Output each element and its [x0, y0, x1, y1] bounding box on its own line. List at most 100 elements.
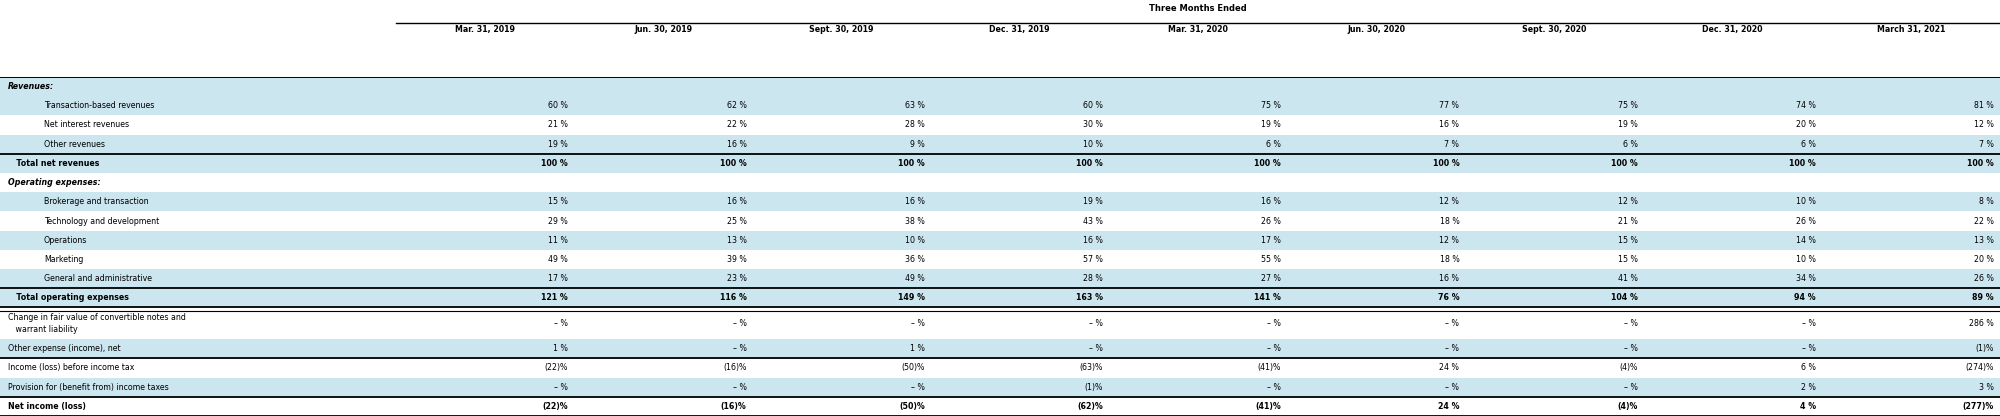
Text: Provision for (benefit from) income taxes: Provision for (benefit from) income taxe…	[8, 383, 168, 392]
Text: 6 %: 6 %	[1800, 364, 1816, 372]
Bar	[0, 358, 2000, 378]
Text: 104 %: 104 %	[1610, 293, 1638, 302]
Bar	[0, 288, 2000, 307]
Bar	[0, 211, 2000, 230]
Text: 100 %: 100 %	[1254, 159, 1282, 168]
Text: 11 %: 11 %	[548, 236, 568, 245]
Text: 75 %: 75 %	[1618, 101, 1638, 110]
Text: 19 %: 19 %	[1084, 197, 1102, 206]
Text: Sept. 30, 2019: Sept. 30, 2019	[810, 25, 874, 34]
Text: (4)%: (4)%	[1618, 402, 1638, 411]
Text: 18 %: 18 %	[1440, 216, 1460, 225]
Text: Dec. 31, 2019: Dec. 31, 2019	[990, 25, 1050, 34]
Text: 17 %: 17 %	[1262, 236, 1282, 245]
Text: 16 %: 16 %	[1440, 274, 1460, 283]
Text: 43 %: 43 %	[1084, 216, 1102, 225]
Text: 26 %: 26 %	[1262, 216, 1282, 225]
Text: (41)%: (41)%	[1258, 364, 1282, 372]
Text: 100 %: 100 %	[1610, 159, 1638, 168]
Text: Total operating expenses: Total operating expenses	[8, 293, 128, 302]
Text: 24 %: 24 %	[1440, 364, 1460, 372]
Text: Net income (loss): Net income (loss)	[8, 402, 86, 411]
Text: (4)%: (4)%	[1620, 364, 1638, 372]
Text: 22 %: 22 %	[726, 121, 746, 129]
Text: (62)%: (62)%	[1078, 402, 1102, 411]
Text: 26 %: 26 %	[1974, 274, 1994, 283]
Text: 75 %: 75 %	[1262, 101, 1282, 110]
Text: Sept. 30, 2020: Sept. 30, 2020	[1522, 25, 1586, 34]
Text: – %: – %	[1802, 344, 1816, 353]
Text: – %: – %	[1268, 383, 1282, 392]
Text: Brokerage and transaction: Brokerage and transaction	[44, 197, 148, 206]
Text: – %: – %	[1268, 344, 1282, 353]
Text: March 31, 2021: March 31, 2021	[1876, 25, 1946, 34]
Bar	[0, 0, 2000, 77]
Text: 100 %: 100 %	[542, 159, 568, 168]
Text: Other expense (income), net: Other expense (income), net	[8, 344, 120, 353]
Text: 100 %: 100 %	[720, 159, 746, 168]
Text: 25 %: 25 %	[726, 216, 746, 225]
Text: Technology and development: Technology and development	[44, 216, 160, 225]
Text: 100 %: 100 %	[1968, 159, 1994, 168]
Text: (50)%: (50)%	[902, 364, 924, 372]
Text: (41)%: (41)%	[1256, 402, 1282, 411]
Bar	[0, 230, 2000, 250]
Text: 16 %: 16 %	[1084, 236, 1102, 245]
Text: – %: – %	[910, 383, 924, 392]
Text: Income (loss) before income tax: Income (loss) before income tax	[8, 364, 134, 372]
Bar	[0, 250, 2000, 269]
Text: 149 %: 149 %	[898, 293, 924, 302]
Text: 60 %: 60 %	[1084, 101, 1102, 110]
Text: 57 %: 57 %	[1084, 255, 1102, 264]
Text: 29 %: 29 %	[548, 216, 568, 225]
Text: 60 %: 60 %	[548, 101, 568, 110]
Text: 100 %: 100 %	[1432, 159, 1460, 168]
Text: 12 %: 12 %	[1440, 197, 1460, 206]
Text: (22)%: (22)%	[544, 364, 568, 372]
Text: – %: – %	[1624, 319, 1638, 328]
Text: 24 %: 24 %	[1438, 402, 1460, 411]
Text: 10 %: 10 %	[904, 236, 924, 245]
Text: 55 %: 55 %	[1262, 255, 1282, 264]
Text: 7 %: 7 %	[1980, 140, 1994, 149]
Bar	[0, 397, 2000, 416]
Text: 10 %: 10 %	[1796, 197, 1816, 206]
Text: 10 %: 10 %	[1796, 255, 1816, 264]
Text: General and administrative: General and administrative	[44, 274, 152, 283]
Text: 74 %: 74 %	[1796, 101, 1816, 110]
Bar	[0, 154, 2000, 173]
Text: Total net revenues: Total net revenues	[8, 159, 100, 168]
Text: 141 %: 141 %	[1254, 293, 1282, 302]
Text: 19 %: 19 %	[1618, 121, 1638, 129]
Text: 62 %: 62 %	[726, 101, 746, 110]
Text: 27 %: 27 %	[1262, 274, 1282, 283]
Text: – %: – %	[1090, 344, 1102, 353]
Text: Mar. 31, 2019: Mar. 31, 2019	[456, 25, 516, 34]
Text: Operations: Operations	[44, 236, 88, 245]
Text: 39 %: 39 %	[726, 255, 746, 264]
Text: 19 %: 19 %	[548, 140, 568, 149]
Text: 89 %: 89 %	[1972, 293, 1994, 302]
Text: 12 %: 12 %	[1974, 121, 1994, 129]
Text: – %: – %	[1624, 383, 1638, 392]
Text: – %: – %	[1446, 344, 1460, 353]
Text: 16 %: 16 %	[1440, 121, 1460, 129]
Text: 10 %: 10 %	[1084, 140, 1102, 149]
Text: 20 %: 20 %	[1974, 255, 1994, 264]
Bar	[0, 115, 2000, 135]
Text: Marketing: Marketing	[44, 255, 84, 264]
Text: 13 %: 13 %	[726, 236, 746, 245]
Bar	[0, 135, 2000, 154]
Text: 28 %: 28 %	[1084, 274, 1102, 283]
Bar	[0, 96, 2000, 115]
Text: 12 %: 12 %	[1618, 197, 1638, 206]
Text: – %: – %	[1446, 383, 1460, 392]
Text: – %: – %	[1268, 319, 1282, 328]
Text: 8 %: 8 %	[1980, 197, 1994, 206]
Text: 26 %: 26 %	[1796, 216, 1816, 225]
Text: 36 %: 36 %	[904, 255, 924, 264]
Text: 49 %: 49 %	[548, 255, 568, 264]
Text: (50)%: (50)%	[898, 402, 924, 411]
Text: (16)%: (16)%	[720, 402, 746, 411]
Text: Mar. 31, 2020: Mar. 31, 2020	[1168, 25, 1228, 34]
